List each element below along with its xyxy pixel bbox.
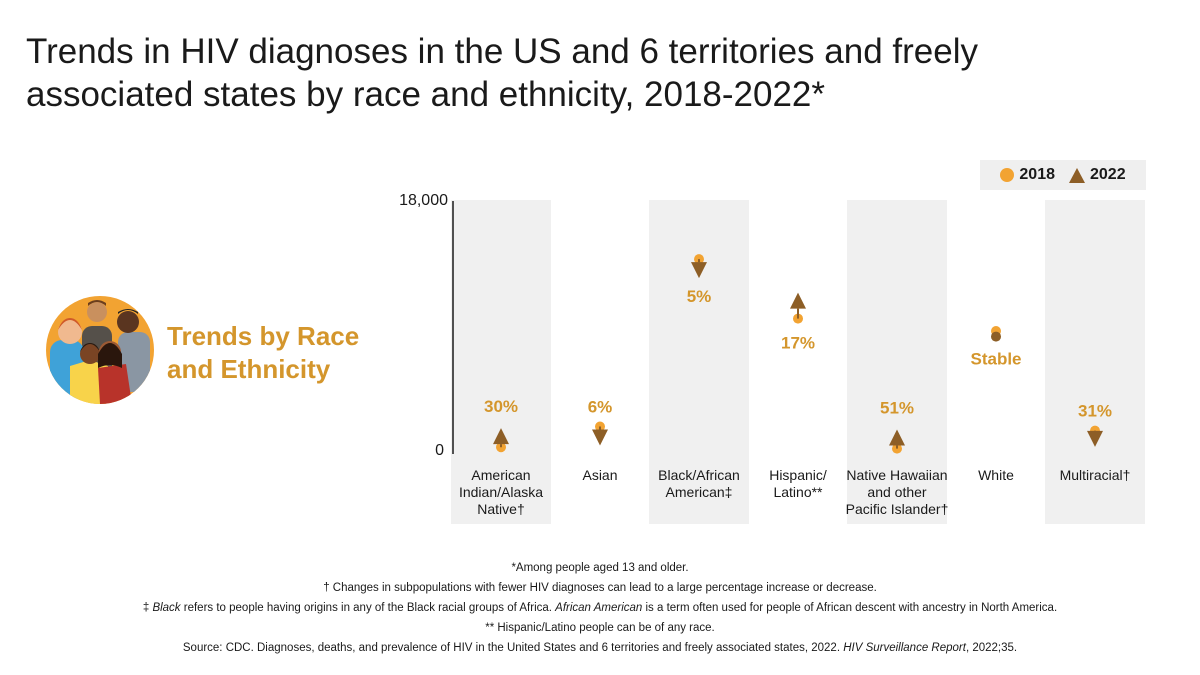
change-label: 51% [880,399,914,418]
change-label: Stable [970,350,1021,369]
category-band [451,200,551,524]
category-label: Multiracial† [1060,467,1131,483]
marker-2022 [889,429,905,446]
category-band [649,200,749,524]
category-label: Asian [582,467,617,483]
side-title: Trends by Race and Ethnicity [167,321,360,384]
category-band [847,200,947,524]
category-label: American Indian/Alaska Native† [459,467,543,517]
change-label: 6% [588,397,613,416]
footnote-hispanic: ** Hispanic/Latino people can be of any … [485,622,715,634]
category-band [1045,200,1145,524]
change-label: 30% [484,397,518,416]
category-label: White [978,467,1014,483]
triangle-icon [1069,167,1085,183]
legend-item-2018: 2018 [1000,166,1055,184]
chart-title: Trends in HIV diagnoses in the US and 6 … [26,32,978,114]
footnote-age: *Among people aged 13 and older. [511,562,689,574]
marker-2022 [691,262,707,279]
legend-item-2022: 2022 [1069,166,1126,184]
category-label: Black/African American‡ [658,467,740,500]
footnote-source: Source: CDC. Diagnoses, deaths, and prev… [182,642,1018,654]
marker-2022 [493,428,509,445]
marker-2022 [991,331,1001,342]
marker-2022 [790,292,806,309]
legend-label-2018: 2018 [1019,166,1055,183]
y-tick-label-max: 18,000 [399,192,448,209]
category-label: Native Hawaiian and other Pacific Islander… [846,467,949,517]
marker-2022 [1087,430,1103,447]
change-label: 5% [687,287,712,306]
footnote-double-dagger: ‡ Black refers to people having origins … [142,602,1058,614]
footnotes: *Among people aged 13 and older. † Chang… [0,558,1200,658]
change-label: 31% [1078,402,1112,421]
legend-label-2022: 2022 [1090,166,1126,183]
change-label: 17% [781,334,815,353]
legend: 2018 2022 [980,160,1146,190]
people-group-icon [46,296,154,404]
marker-2022 [592,429,608,446]
circle-icon [1000,168,1015,182]
dot-plot-chart: 18,000 0 American Indian/Alaska Native† 30%… [399,192,1145,524]
category-label: Hispanic/Latino** [769,467,827,500]
footnote-dagger: † Changes in subpopulations with fewer H… [323,582,877,594]
y-tick-label-min: 0 [435,442,444,459]
